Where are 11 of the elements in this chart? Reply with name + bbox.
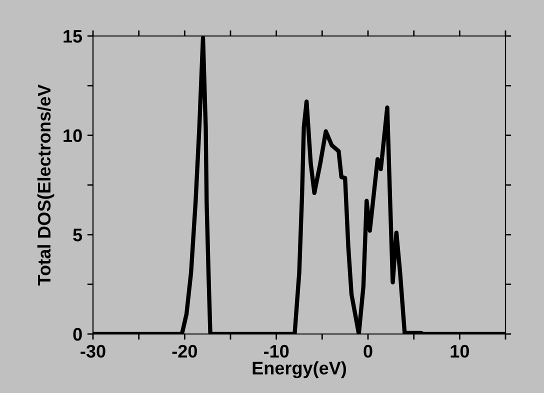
x-tick-label: -30 xyxy=(80,344,106,358)
y-tick-label: 10 xyxy=(64,129,82,142)
x-tick-label: -20 xyxy=(172,344,197,358)
x-axis-title: Energy(eV) xyxy=(252,361,346,378)
x-tick-label: 10 xyxy=(450,344,469,358)
y-tick-label: 0 xyxy=(73,328,82,341)
x-tick-label: 0 xyxy=(364,344,372,358)
y-tick-label: 5 xyxy=(73,228,82,242)
y-axis-title: Total DOS(Electrons/eV xyxy=(37,84,54,286)
y-tick-label: 15 xyxy=(64,30,82,43)
x-tick-label: -10 xyxy=(264,344,289,358)
